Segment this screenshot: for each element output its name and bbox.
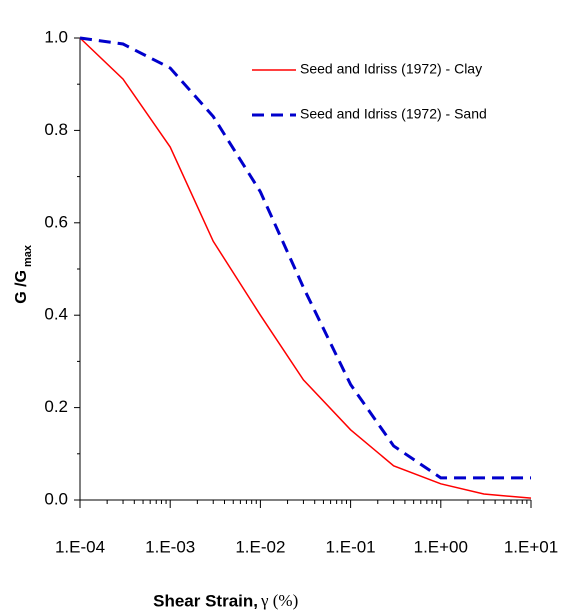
y-tick-label: 0.4 <box>44 305 68 324</box>
legend-label: Seed and Idriss (1972) - Sand <box>300 106 487 122</box>
x-axis-label: Shear Strain, <box>153 591 258 610</box>
series-line <box>79 36 531 480</box>
x-tick-label: 1.E-01 <box>326 537 376 556</box>
x-axis-symbol: γ (%) <box>260 591 298 610</box>
x-tick-label: 1.E-03 <box>145 537 195 556</box>
x-tick-label: 1.E+01 <box>504 537 558 556</box>
y-axis-label-group: G /G max <box>13 244 34 304</box>
y-tick-label: 1.0 <box>44 27 68 46</box>
y-tick-label: 0.0 <box>44 489 68 508</box>
x-tick-label: 1.E+00 <box>414 537 468 556</box>
y-tick-label: 0.6 <box>44 212 68 231</box>
y-tick-label: 0.8 <box>44 120 68 139</box>
series-line <box>79 37 532 499</box>
y-axis-label-sub: max <box>22 244 34 267</box>
y-axis-label: G /G <box>13 270 30 304</box>
x-tick-label: 1.E-04 <box>55 537 105 556</box>
y-tick-label: 0.2 <box>44 397 68 416</box>
legend-label: Seed and Idriss (1972) - Clay <box>300 61 482 77</box>
x-tick-label: 1.E-02 <box>235 537 285 556</box>
